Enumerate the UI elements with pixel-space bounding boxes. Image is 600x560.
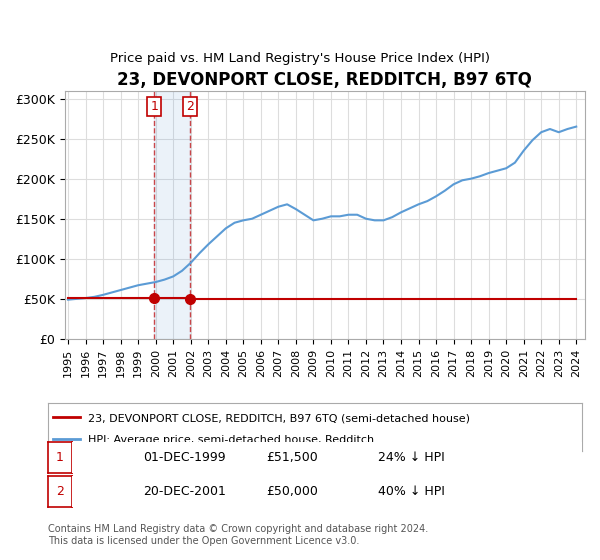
Text: 01-DEC-1999: 01-DEC-1999 (143, 451, 226, 464)
Text: £51,500: £51,500 (266, 451, 317, 464)
Text: Contains HM Land Registry data © Crown copyright and database right 2024.
This d: Contains HM Land Registry data © Crown c… (48, 524, 428, 546)
Text: 2: 2 (56, 485, 64, 498)
Text: HPI: Average price, semi-detached house, Redditch: HPI: Average price, semi-detached house,… (88, 435, 374, 445)
Text: £50,000: £50,000 (266, 485, 317, 498)
Text: 40% ↓ HPI: 40% ↓ HPI (378, 485, 445, 498)
Text: 23, DEVONPORT CLOSE, REDDITCH, B97 6TQ (semi-detached house): 23, DEVONPORT CLOSE, REDDITCH, B97 6TQ (… (88, 413, 470, 423)
Text: 2: 2 (186, 100, 194, 113)
Text: 1: 1 (151, 100, 158, 113)
Bar (154, 91, 190, 339)
Text: 1: 1 (56, 451, 64, 464)
Text: Price paid vs. HM Land Registry's House Price Index (HPI): Price paid vs. HM Land Registry's House … (110, 52, 490, 66)
Text: 20-DEC-2001: 20-DEC-2001 (143, 485, 226, 498)
Text: 24% ↓ HPI: 24% ↓ HPI (378, 451, 445, 464)
Title: 23, DEVONPORT CLOSE, REDDITCH, B97 6TQ: 23, DEVONPORT CLOSE, REDDITCH, B97 6TQ (118, 71, 532, 89)
